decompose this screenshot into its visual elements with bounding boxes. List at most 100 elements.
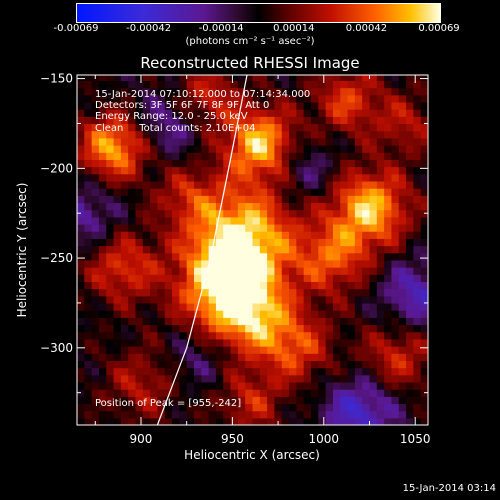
heatmap-cell (91, 389, 100, 397)
heatmap-cell (311, 288, 319, 297)
heatmap-cell (406, 353, 414, 361)
heatmap-cell (215, 252, 224, 261)
heatmap-cell (332, 116, 341, 125)
heatmap-cell (201, 353, 210, 361)
heatmap-cell (384, 137, 393, 146)
heatmap-cell (267, 159, 276, 168)
heatmap-cell (179, 152, 188, 160)
heatmap-cell (91, 410, 100, 419)
heatmap-cell (84, 245, 93, 254)
heatmap-cell (259, 346, 268, 354)
heatmap-cell (91, 267, 100, 275)
heatmap-cell (98, 123, 107, 132)
colorbar-tick-label: -0.00042 (126, 23, 172, 34)
heatmap-cell (318, 87, 327, 96)
heatmap-cell (230, 302, 239, 311)
heatmap-cell (237, 231, 246, 239)
heatmap-cell (77, 367, 85, 376)
heatmap-cell (179, 238, 188, 247)
heatmap-cell (179, 87, 188, 96)
heatmap-cell (289, 353, 297, 361)
heatmap-cell (281, 137, 290, 146)
heatmap-cell (420, 267, 428, 275)
heatmap-cell (120, 410, 129, 419)
heatmap-cell (369, 274, 378, 283)
heatmap-cell (406, 130, 414, 139)
heatmap-cell (128, 353, 137, 361)
heatmap-cell (201, 137, 210, 146)
heatmap-cell (259, 75, 268, 81)
heatmap-cell (340, 245, 349, 254)
heatmap-cell (325, 346, 334, 354)
heatmap-cell (332, 353, 341, 361)
heatmap-cell (194, 145, 202, 153)
heatmap-cell (362, 295, 371, 304)
heatmap-cell (303, 209, 312, 218)
heatmap-cell (201, 367, 210, 376)
heatmap-cell (362, 310, 371, 318)
heatmap-cell (113, 360, 122, 369)
heatmap-cell (406, 259, 414, 268)
heatmap-cell (413, 338, 422, 347)
heatmap-cell (98, 80, 107, 89)
heatmap-cell (172, 381, 180, 390)
heatmap-cell (311, 87, 319, 96)
heatmap-cell (113, 152, 122, 160)
heatmap-cell (172, 188, 180, 196)
heatmap-cell (150, 202, 159, 211)
heatmap-cell (91, 310, 100, 318)
heatmap-cell (223, 367, 232, 376)
heatmap-cell (230, 417, 239, 425)
heatmap-cell (384, 80, 393, 89)
heatmap-cell (406, 331, 414, 340)
heatmap-cell (318, 396, 327, 405)
heatmap-cell (289, 238, 297, 247)
heatmap-cell (347, 245, 356, 254)
heatmap-cell (150, 94, 159, 103)
heatmap-cell (98, 310, 107, 318)
heatmap-cell (296, 302, 305, 311)
heatmap-cell (325, 94, 334, 103)
heatmap-cell (369, 75, 378, 81)
heatmap-cell (311, 80, 319, 89)
heatmap-cell (274, 145, 283, 153)
heatmap-cell (135, 281, 144, 290)
heatmap-cell (201, 281, 210, 290)
heatmap-cell (194, 75, 202, 81)
heatmap-cell (157, 223, 166, 232)
heatmap-cell (201, 338, 210, 347)
heatmap-cell (237, 223, 246, 232)
heatmap-cell (296, 159, 305, 168)
heatmap-cell (369, 360, 378, 369)
heatmap-cell (296, 410, 305, 419)
heatmap-cell (362, 159, 371, 168)
heatmap-cell (77, 324, 85, 333)
heatmap-cell (384, 188, 393, 196)
heatmap-cell (398, 166, 407, 175)
heatmap-cell (91, 274, 100, 283)
heatmap-cell (113, 238, 122, 247)
heatmap-cell (296, 367, 305, 376)
heatmap-cell (77, 216, 85, 225)
heatmap-cell (325, 410, 334, 419)
heatmap-cell (406, 123, 414, 132)
heatmap-cell (245, 75, 254, 81)
heatmap-cell (267, 101, 276, 110)
heatmap-cell (84, 202, 93, 211)
heatmap-cell (384, 346, 393, 354)
heatmap-cell (77, 116, 85, 125)
heatmap-cell (164, 259, 173, 268)
heatmap-cell (84, 94, 93, 103)
heatmap-cell (135, 216, 144, 225)
heatmap-cell (215, 331, 224, 340)
heatmap-cell (289, 116, 297, 125)
heatmap-cell (91, 317, 100, 326)
heatmap-cell (164, 216, 173, 225)
heatmap-cell (223, 245, 232, 254)
heatmap-cell (135, 346, 144, 354)
heatmap-cell (296, 75, 305, 81)
heatmap-cell (98, 346, 107, 354)
heatmap-cell (120, 75, 129, 81)
heatmap-cell (259, 209, 268, 218)
heatmap-cell (98, 180, 107, 189)
